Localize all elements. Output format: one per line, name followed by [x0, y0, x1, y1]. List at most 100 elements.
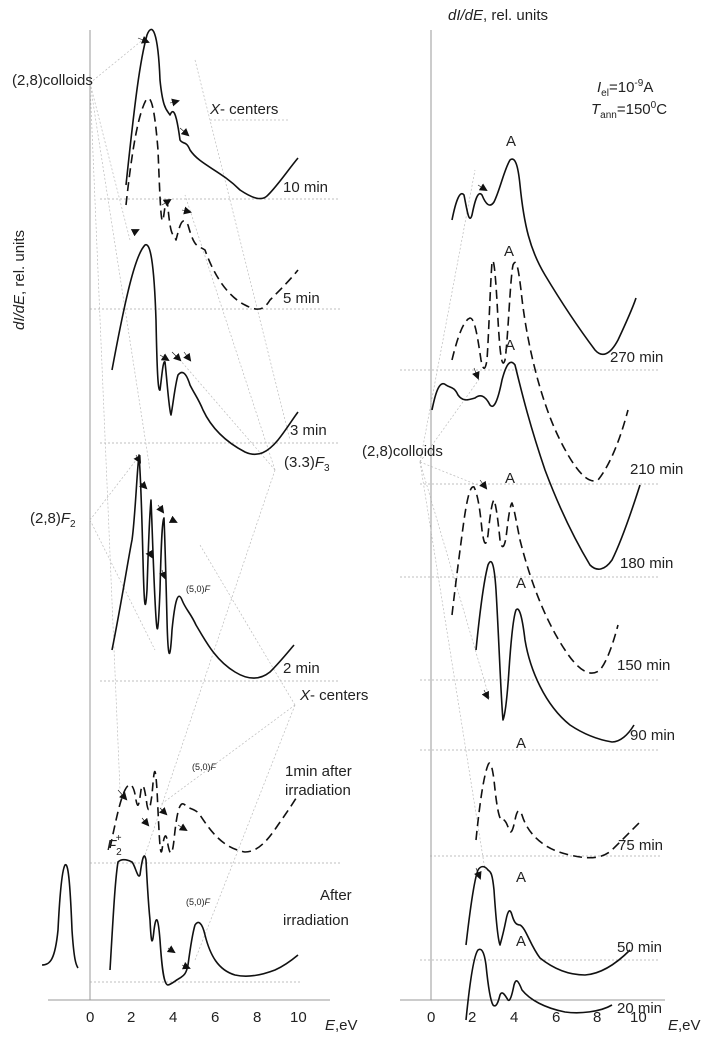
f2-label: (2,8)F2 [30, 510, 76, 530]
arrow-14 [145, 549, 153, 559]
guide-colloids-r4 [419, 461, 491, 701]
left-tick-10: 10 [290, 1009, 307, 1026]
peak-a-5: A [516, 575, 526, 592]
right-tick-6: 6 [552, 1009, 560, 1026]
right-tick-2: 2 [468, 1009, 476, 1026]
curve-1min [109, 770, 299, 854]
right-tick-10: 10 [630, 1009, 647, 1026]
time-3min: 3 min [290, 422, 327, 439]
left-tick-4: 4 [169, 1009, 177, 1026]
arrow-3 [179, 127, 190, 137]
guide-colloids-2 [89, 82, 131, 241]
arrow-18 [158, 806, 168, 816]
after1-label: 1min after [285, 763, 352, 780]
right-x-label: E,eV [668, 1017, 701, 1034]
f3-label: (3.3)F3 [284, 454, 330, 474]
arrow-r1 [477, 183, 488, 192]
left-baselines [90, 198, 340, 983]
arrow-11 [138, 480, 148, 490]
peak-arrows [117, 36, 489, 970]
tann-label: Tann=1500C [591, 100, 667, 121]
guide-f3-2 [179, 359, 276, 471]
guide-x-mid-3 [159, 704, 296, 806]
time-20min: 20 min [617, 1000, 662, 1017]
peak-a-8: A [516, 933, 526, 950]
right-y-label: dI/dE, rel. units [448, 7, 548, 24]
time-5min: 5 min [283, 290, 320, 307]
arrow-13 [168, 515, 178, 523]
xcenters-label-top: X- centers [209, 101, 278, 118]
curve-50min [465, 865, 631, 976]
time-75min: 75 min [618, 837, 663, 854]
left-x-label: E,eV [325, 1017, 358, 1034]
time-90min: 90 min [630, 727, 675, 744]
left-tick-6: 6 [211, 1009, 219, 1026]
left-x-ticks: 0 2 4 6 8 10 [86, 1009, 307, 1026]
guide-colloids-3 [89, 82, 151, 471]
peak-a-3: A [505, 337, 515, 354]
curve-5min [125, 97, 299, 310]
time-210min: 210 min [630, 461, 683, 478]
after-irr2-label: irradiation [283, 912, 349, 929]
arrow-r2 [472, 367, 480, 380]
time-50min: 50 min [617, 939, 662, 956]
right-guides [419, 169, 491, 871]
arrow-12 [156, 504, 165, 514]
left-guides [89, 37, 296, 961]
arrow-19 [177, 823, 188, 832]
right-x-ticks: 0 2 4 6 8 10 [427, 1009, 647, 1026]
curve-210min [451, 260, 629, 482]
after2-label: irradiation [285, 782, 351, 799]
xcenters-label-mid: X- centers [299, 687, 368, 704]
guide-colloids-4 [89, 82, 121, 791]
left-tick-8: 8 [253, 1009, 261, 1026]
time-150min: 150 min [617, 657, 670, 674]
guide-f3 [184, 194, 276, 471]
arrow-8 [171, 351, 182, 362]
left-y-label: dI/dE, rel. units [11, 230, 28, 330]
peak-a-7: A [516, 869, 526, 886]
f2plus-label: F2+ [107, 833, 122, 858]
right-tick-4: 4 [510, 1009, 518, 1026]
curve-10min [125, 28, 299, 200]
arrow-r4 [481, 689, 489, 700]
guide-f3-3 [139, 469, 276, 871]
guide-x-mid-2 [194, 704, 296, 961]
peak-a-2: A [504, 243, 514, 260]
guide-x-mid [199, 544, 296, 706]
right-tick-0: 0 [427, 1009, 435, 1026]
left-curves [41, 28, 299, 986]
arrow-10 [133, 454, 141, 464]
peak-a-6: A [516, 735, 526, 752]
time-180min: 180 min [620, 555, 673, 572]
curve-90min [475, 560, 635, 743]
guide-colloids-r5 [419, 461, 486, 871]
arrow-17 [141, 817, 150, 827]
left-tick-2: 2 [127, 1009, 135, 1026]
arrow-1 [137, 36, 150, 44]
curve-180min [431, 361, 641, 570]
colloids-label-left: (2,8)colloids [12, 72, 93, 89]
arrow-r5 [474, 867, 482, 880]
peak-a-1: A [506, 133, 516, 150]
arrow-5 [161, 198, 172, 207]
arrow-4 [130, 229, 140, 237]
arrow-21 [181, 961, 191, 970]
arrow-2 [169, 98, 180, 107]
colloids-label-right: (2,8)colloids [362, 443, 443, 460]
arrow-20 [166, 945, 176, 954]
curve-3min [111, 243, 299, 456]
time-10min: 10 min [283, 179, 328, 196]
iel-label: Iel=10-9A [597, 78, 653, 99]
arrow-7 [159, 353, 170, 362]
right-axes [400, 30, 665, 1001]
guide-xtop-2 [194, 59, 291, 441]
arrow-16 [117, 789, 128, 801]
guide-colloids-r2 [419, 377, 481, 463]
f50-label-1: (5,0)F [186, 584, 211, 594]
arrow-r3 [479, 479, 488, 490]
curve-75min [475, 762, 641, 859]
curve-270min [451, 158, 637, 356]
curve-after [41, 855, 299, 986]
